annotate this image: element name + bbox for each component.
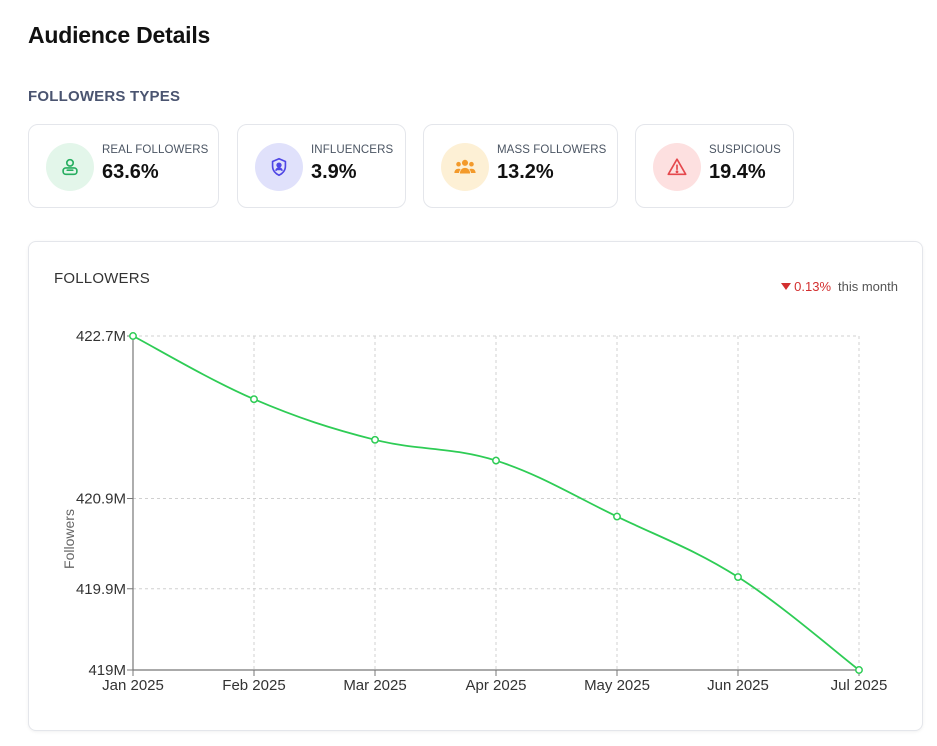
users-icon [46, 143, 94, 191]
page-title: Audience Details [28, 22, 211, 48]
x-tick-label: Apr 2025 [466, 677, 527, 694]
y-axis-label: Followers [61, 509, 77, 569]
data-point [613, 512, 621, 521]
stat-label: REAL FOLLOWERS [102, 144, 209, 156]
x-tick-label: Jun 2025 [707, 677, 769, 694]
stat-card-mass-followers: MASS FOLLOWERS 13.2% [423, 124, 618, 208]
data-point [734, 573, 742, 581]
change-value: 0.13% [794, 279, 832, 294]
y-tick-label: 422.7M [76, 328, 126, 345]
y-tick-label: 419M [88, 662, 126, 679]
group-icon [441, 143, 489, 191]
x-tick-label: Jan 2025 [102, 677, 164, 694]
stat-label: INFLUENCERS [311, 144, 394, 156]
data-point [371, 435, 379, 444]
stat-value: 63.6% [102, 161, 159, 183]
x-tick-label: Feb 2025 [222, 677, 285, 694]
shield-user-icon [255, 143, 303, 191]
stat-label: SUSPICIOUS [709, 144, 781, 156]
data-point [492, 456, 500, 465]
followers-types-title: FOLLOWERS TYPES [28, 88, 181, 105]
followers-chart-card: FOLLOWERS 0.13% this month 422.7M 420.9M 4… [28, 241, 923, 731]
warning-icon [653, 143, 701, 191]
stat-value: 13.2% [497, 161, 554, 183]
monthly-change: 0.13% this month [781, 279, 898, 294]
change-note: this month [838, 279, 898, 294]
x-tick-label: May 2025 [584, 677, 650, 694]
stat-label: MASS FOLLOWERS [497, 144, 607, 156]
x-tick-label: Jul 2025 [831, 677, 888, 694]
y-tick-label: 420.9M [76, 490, 126, 507]
stat-value: 3.9% [311, 161, 357, 183]
stat-card-influencers: INFLUENCERS 3.9% [237, 124, 406, 208]
trend-down-icon [781, 283, 792, 290]
data-point [855, 666, 863, 674]
stat-card-suspicious: SUSPICIOUS 19.4% [635, 124, 794, 208]
stat-value: 19.4% [709, 161, 766, 183]
stat-card-real-followers: REAL FOLLOWERS 63.6% [28, 124, 219, 208]
data-point [129, 332, 137, 340]
x-tick-label: Mar 2025 [343, 677, 406, 694]
y-tick-label: 419.9M [76, 581, 126, 598]
data-point [250, 395, 258, 404]
chart-title: FOLLOWERS [54, 270, 150, 287]
